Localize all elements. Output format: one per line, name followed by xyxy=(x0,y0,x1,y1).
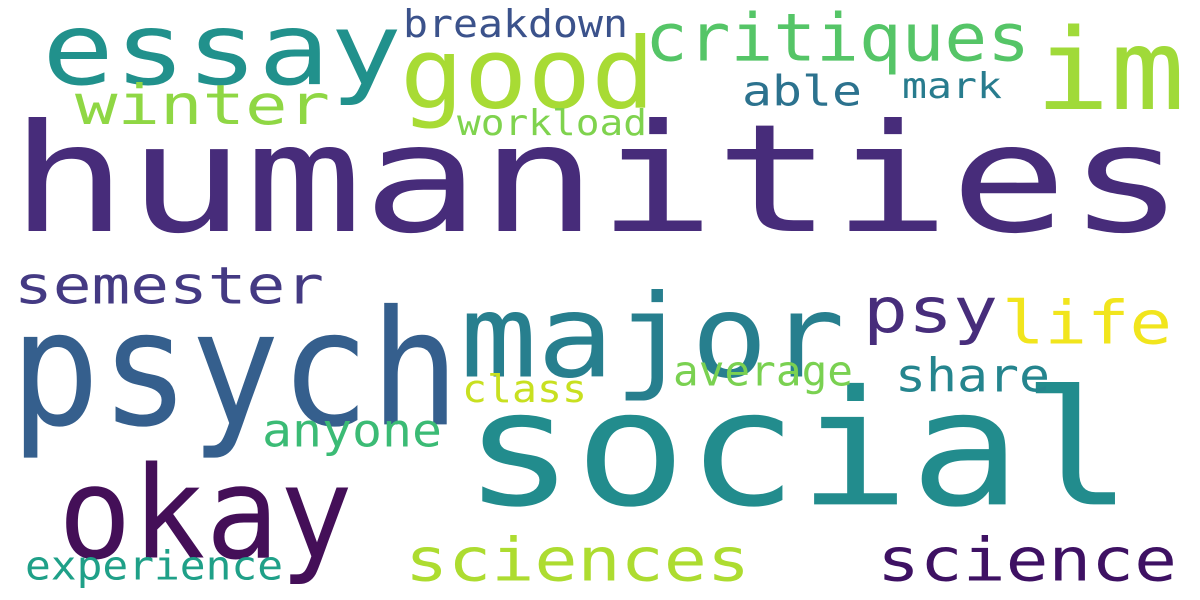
word-mark: mark xyxy=(902,64,1002,107)
word-anyone: anyone xyxy=(262,403,442,458)
word-workload: workload xyxy=(457,101,647,144)
word-experience: experience xyxy=(25,542,283,590)
word-class: class xyxy=(462,366,587,412)
word-semester: semester xyxy=(14,255,324,317)
word-humanities: humanities xyxy=(10,91,1185,267)
word-life: life xyxy=(1002,287,1172,358)
word-science: science xyxy=(877,524,1177,595)
word-average: average xyxy=(673,346,853,396)
word-major: major xyxy=(460,269,845,405)
word-psy: psy xyxy=(863,274,998,347)
word-sciences: sciences xyxy=(405,524,750,595)
word-winter: winter xyxy=(75,73,330,138)
word-essay: essay xyxy=(42,0,402,108)
word-able: able xyxy=(742,66,862,116)
word-critiques: critiques xyxy=(645,0,1030,77)
word-good: good xyxy=(400,16,655,131)
word-okay: okay xyxy=(58,438,353,589)
word-breakdown: breakdown xyxy=(403,1,628,47)
word-share: share xyxy=(895,348,1050,403)
word-im: im xyxy=(1035,4,1185,136)
word-social: social xyxy=(463,355,1133,543)
word-psych: psych xyxy=(10,275,460,463)
